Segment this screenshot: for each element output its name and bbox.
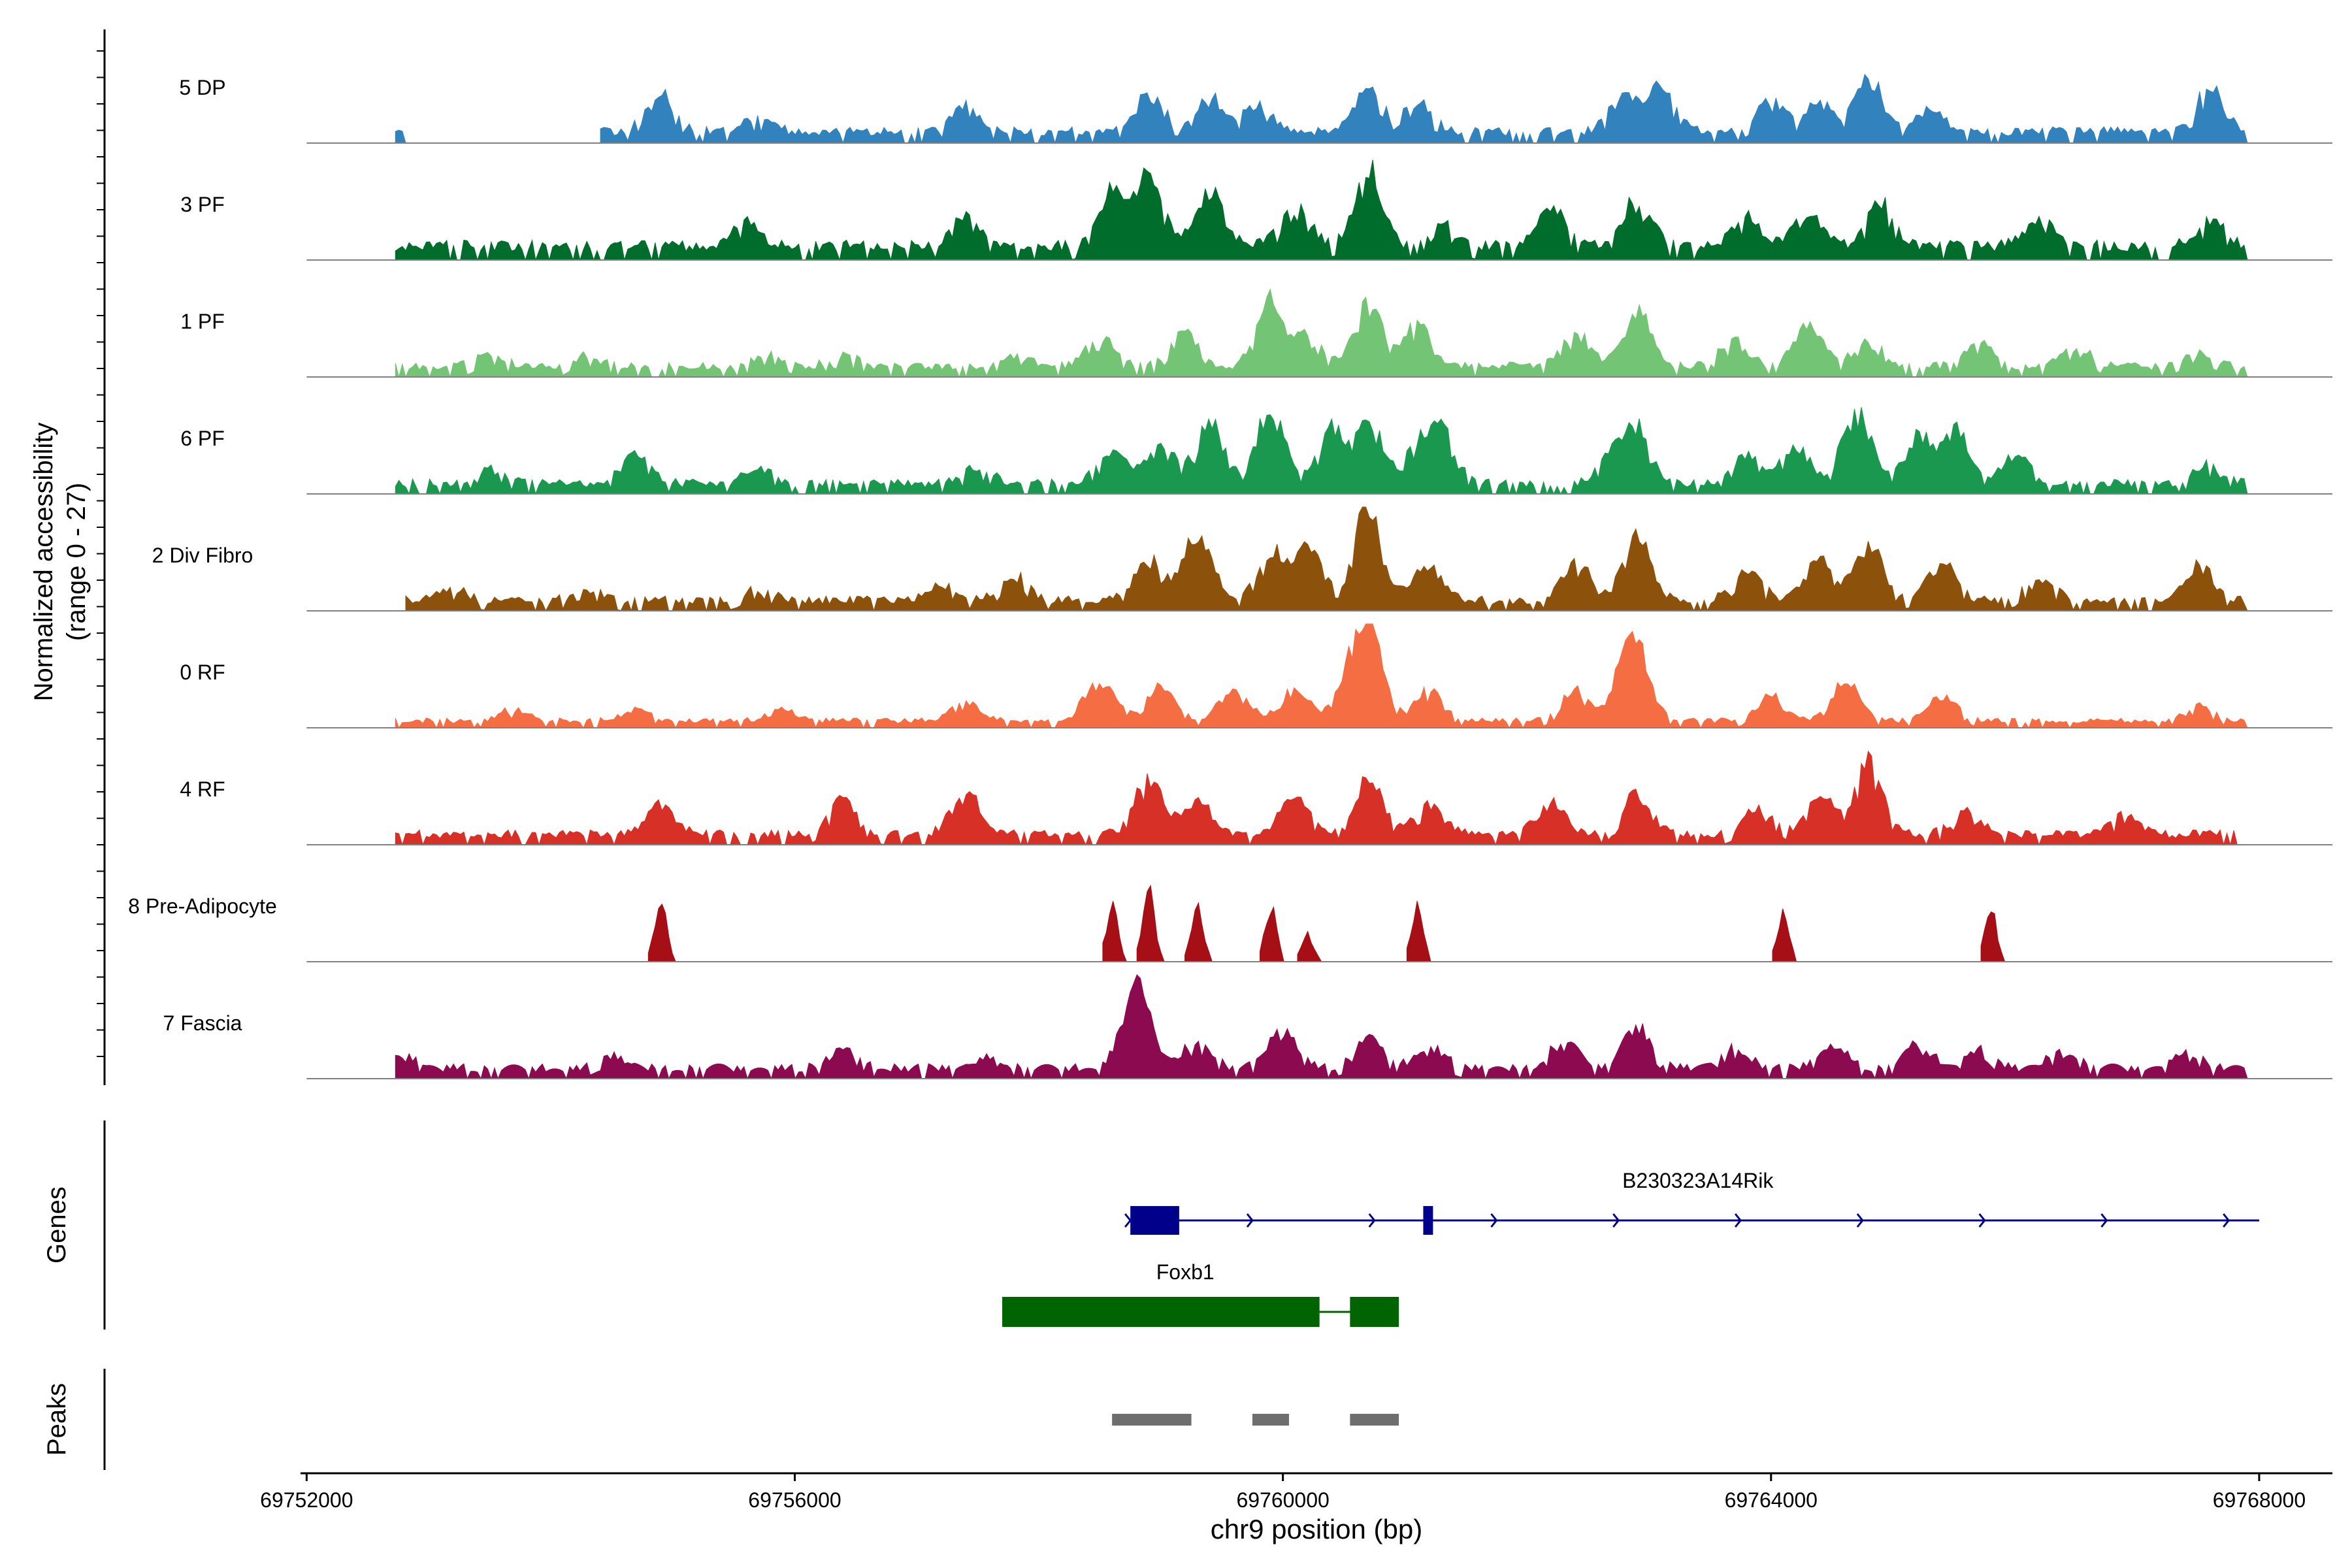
coverage-area bbox=[395, 974, 2248, 1080]
track-label: 7 Fascia bbox=[163, 1011, 242, 1035]
strand-arrow bbox=[1978, 1213, 1986, 1228]
x-tick-label: 69768000 bbox=[2213, 1488, 2306, 1512]
gene-label: B230323A14Rik bbox=[1622, 1169, 1774, 1192]
coverage-area bbox=[395, 288, 2248, 378]
track-label: 4 RF bbox=[180, 777, 225, 801]
strand-arrow bbox=[2223, 1213, 2230, 1228]
strand-arrow bbox=[2100, 1213, 2108, 1228]
y-axis-title-line2: (range 0 - 27) bbox=[62, 483, 91, 641]
strand-arrow bbox=[1490, 1213, 1498, 1228]
track-label: 1 PF bbox=[180, 310, 225, 333]
coverage-area bbox=[395, 623, 2248, 729]
peak-region bbox=[1252, 1414, 1289, 1426]
genes-axis-title: Genes bbox=[42, 1186, 71, 1264]
track-label: 5 DP bbox=[179, 76, 225, 99]
gene-exon bbox=[1130, 1206, 1179, 1235]
coverage-area bbox=[395, 73, 2248, 144]
track-label: 2 Div Fibro bbox=[152, 544, 253, 567]
peak-region bbox=[1112, 1414, 1192, 1426]
gene-exon bbox=[1350, 1297, 1399, 1327]
gene-exon bbox=[1002, 1297, 1320, 1327]
track-label: 3 PF bbox=[180, 193, 225, 216]
coverage-area bbox=[395, 750, 2238, 846]
peak-region bbox=[1350, 1414, 1399, 1426]
gene-label: Foxb1 bbox=[1156, 1260, 1215, 1284]
strand-arrow bbox=[1856, 1213, 1864, 1228]
coverage-area bbox=[395, 407, 2248, 495]
y-axis-title-line1: Normalized accessibility bbox=[29, 423, 58, 702]
strand-arrow bbox=[1612, 1213, 1620, 1228]
peaks-axis-title: Peaks bbox=[42, 1383, 71, 1456]
x-tick-label: 69764000 bbox=[1725, 1488, 1818, 1512]
coverage-area bbox=[395, 159, 2248, 261]
track-label: 6 PF bbox=[180, 427, 225, 450]
x-tick-label: 69760000 bbox=[1236, 1488, 1329, 1512]
strand-arrow bbox=[1246, 1213, 1254, 1228]
strand-arrow bbox=[1368, 1213, 1376, 1228]
coverage-area bbox=[647, 884, 2006, 962]
coverage-area bbox=[405, 506, 2248, 612]
strand-arrow bbox=[1734, 1213, 1742, 1228]
track-label: 0 RF bbox=[180, 661, 225, 684]
x-axis-title: chr9 position (bp) bbox=[1211, 1514, 1423, 1544]
strand-arrow bbox=[1124, 1213, 1132, 1228]
gene-exon bbox=[1423, 1206, 1433, 1235]
track-label: 8 Pre-Adipocyte bbox=[128, 894, 277, 918]
x-tick-label: 69752000 bbox=[260, 1488, 353, 1512]
x-tick-label: 69756000 bbox=[748, 1488, 841, 1512]
